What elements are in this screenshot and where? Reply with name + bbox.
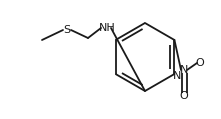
Text: O: O	[180, 91, 188, 101]
Text: S: S	[63, 25, 70, 35]
Text: NH: NH	[99, 23, 115, 33]
Text: O: O	[196, 58, 204, 68]
Text: N: N	[180, 65, 188, 75]
Text: N: N	[173, 71, 182, 81]
